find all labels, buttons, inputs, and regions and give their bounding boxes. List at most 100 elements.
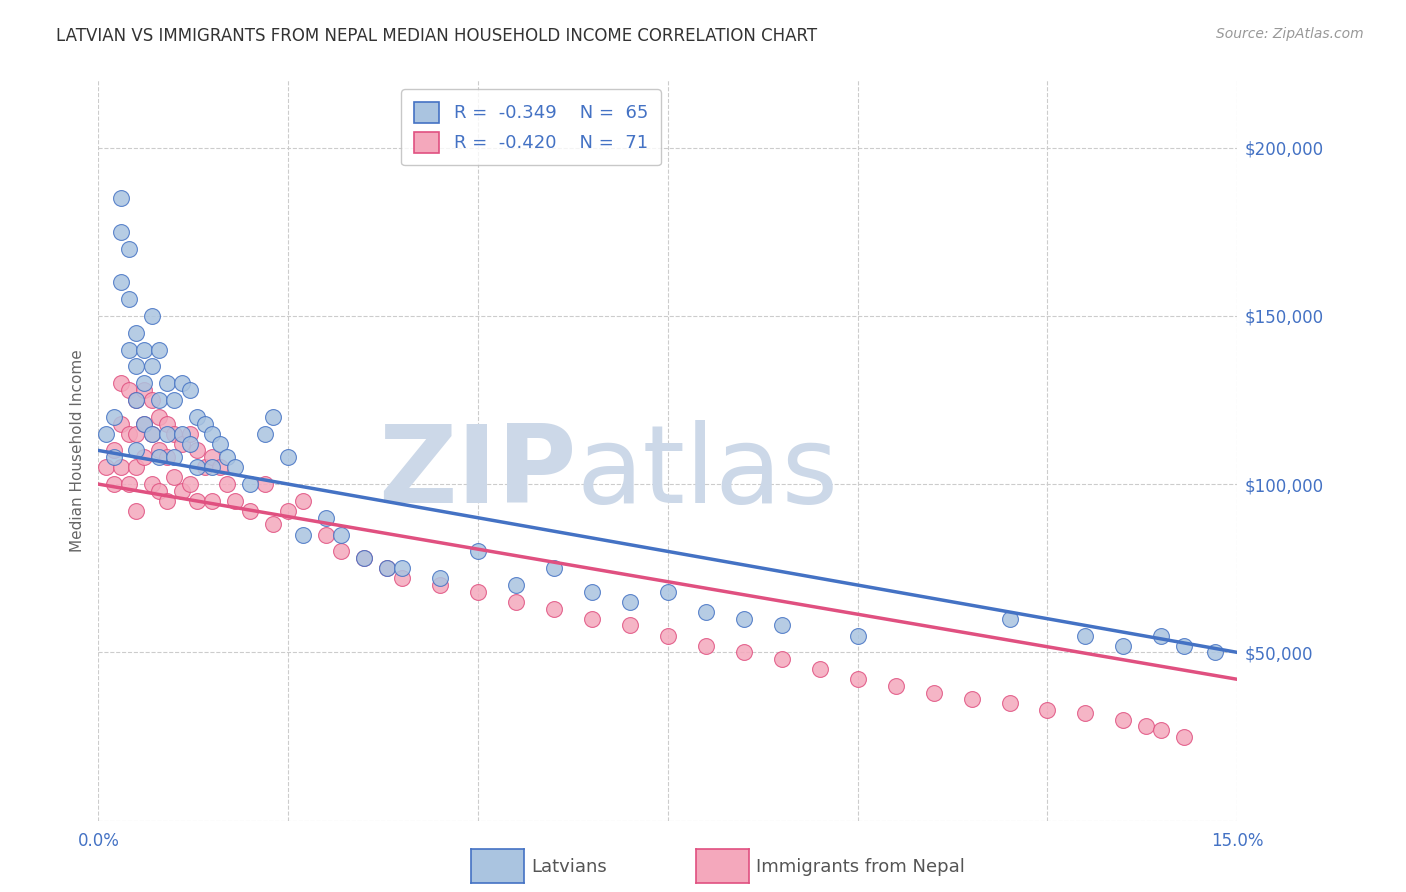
Point	[467, 544, 489, 558]
Point	[163, 426, 186, 441]
Point	[125, 359, 148, 374]
Text: atlas: atlas	[576, 419, 839, 525]
Point	[1112, 639, 1135, 653]
Point	[194, 460, 217, 475]
Point	[262, 517, 284, 532]
Y-axis label: Median Household Income: Median Household Income	[69, 349, 84, 552]
Point	[110, 376, 132, 391]
Point	[1204, 645, 1226, 659]
Point	[208, 460, 231, 475]
Point	[156, 376, 179, 391]
Point	[125, 326, 148, 340]
Point	[125, 426, 148, 441]
Point	[353, 551, 375, 566]
Text: Source: ZipAtlas.com: Source: ZipAtlas.com	[1216, 27, 1364, 41]
Point	[141, 426, 163, 441]
Point	[581, 612, 603, 626]
Point	[110, 275, 132, 289]
Point	[132, 343, 155, 357]
Point	[170, 376, 193, 391]
Point	[1036, 703, 1059, 717]
Point	[103, 477, 125, 491]
Point	[217, 450, 239, 465]
Point	[208, 436, 231, 450]
Point	[846, 628, 869, 642]
Point	[194, 417, 217, 431]
Point	[103, 450, 125, 465]
Point	[125, 392, 148, 407]
Point	[132, 383, 155, 397]
Point	[330, 527, 353, 541]
Text: ZIP: ZIP	[378, 419, 576, 525]
Point	[156, 417, 179, 431]
Point	[808, 662, 831, 676]
Point	[239, 504, 262, 518]
Point	[186, 494, 208, 508]
Point	[156, 450, 179, 465]
Point	[148, 450, 170, 465]
Point	[581, 584, 603, 599]
Point	[277, 450, 299, 465]
Text: LATVIAN VS IMMIGRANTS FROM NEPAL MEDIAN HOUSEHOLD INCOME CORRELATION CHART: LATVIAN VS IMMIGRANTS FROM NEPAL MEDIAN …	[56, 27, 817, 45]
Point	[1112, 713, 1135, 727]
Point	[353, 551, 375, 566]
Point	[846, 673, 869, 687]
Point	[695, 605, 717, 619]
Point	[132, 450, 155, 465]
Point	[770, 618, 793, 632]
Point	[170, 436, 193, 450]
Point	[132, 417, 155, 431]
Point	[224, 460, 246, 475]
Point	[657, 584, 679, 599]
Point	[170, 483, 193, 498]
Point	[505, 595, 527, 609]
Point	[429, 571, 451, 585]
Point	[103, 443, 125, 458]
Point	[148, 443, 170, 458]
Point	[429, 578, 451, 592]
Point	[156, 426, 179, 441]
Point	[179, 426, 201, 441]
Point	[1173, 730, 1195, 744]
Point	[201, 494, 224, 508]
Point	[330, 544, 353, 558]
Point	[118, 292, 141, 306]
Point	[148, 483, 170, 498]
Point	[148, 392, 170, 407]
Point	[695, 639, 717, 653]
Point	[125, 460, 148, 475]
Point	[254, 477, 277, 491]
Point	[315, 527, 337, 541]
Point	[998, 612, 1021, 626]
Point	[254, 426, 277, 441]
Point	[179, 436, 201, 450]
Point	[1074, 706, 1097, 720]
Legend: R =  -0.349    N =  65, R =  -0.420    N =  71: R = -0.349 N = 65, R = -0.420 N = 71	[402, 89, 661, 165]
Point	[217, 477, 239, 491]
Point	[141, 477, 163, 491]
Point	[103, 409, 125, 424]
Point	[770, 652, 793, 666]
Point	[201, 460, 224, 475]
Point	[239, 477, 262, 491]
Point	[1150, 628, 1173, 642]
Point	[163, 470, 186, 484]
Point	[619, 618, 641, 632]
Point	[118, 426, 141, 441]
Point	[292, 527, 315, 541]
Point	[170, 426, 193, 441]
Point	[733, 645, 755, 659]
Point	[118, 343, 141, 357]
Point	[110, 417, 132, 431]
Point	[141, 426, 163, 441]
Point	[148, 343, 170, 357]
Point	[1074, 628, 1097, 642]
Point	[110, 191, 132, 205]
Point	[94, 460, 117, 475]
Point	[262, 409, 284, 424]
Point	[960, 692, 983, 706]
Point	[141, 309, 163, 323]
Point	[733, 612, 755, 626]
Point	[148, 409, 170, 424]
Point	[224, 494, 246, 508]
